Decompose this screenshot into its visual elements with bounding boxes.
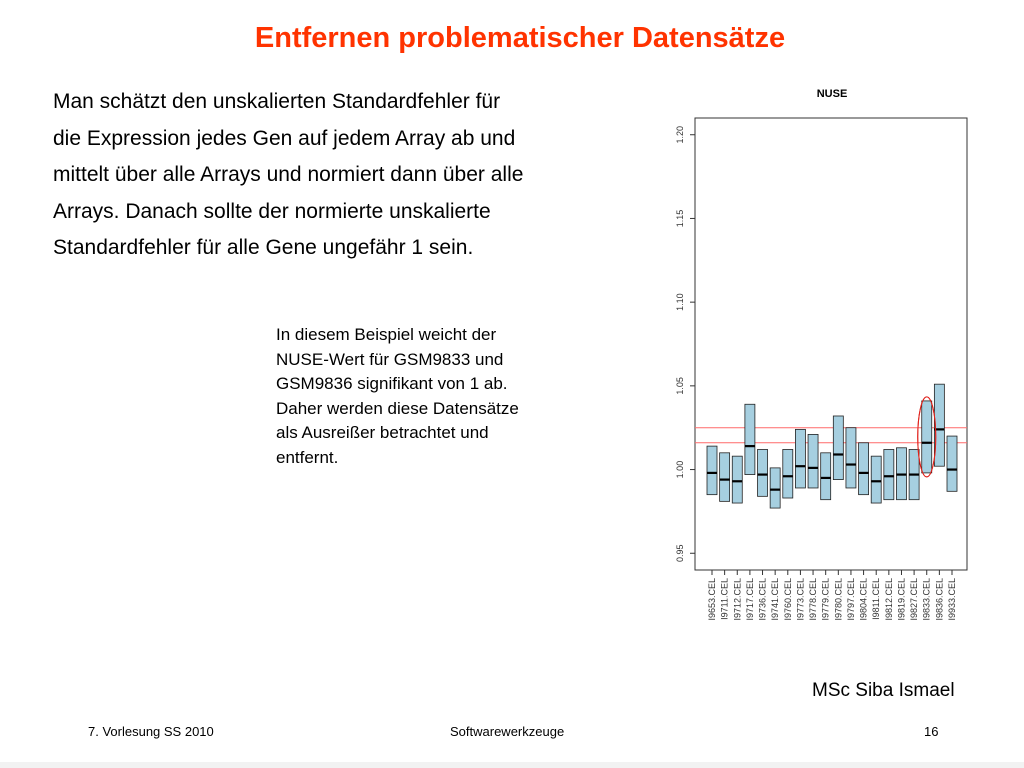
y-tick-label: 0.95 (675, 544, 685, 562)
box (757, 449, 768, 497)
y-tick-label: 1.20 (675, 126, 685, 144)
intro-line: Man schätzt den unskalierten Standardfeh… (53, 90, 501, 113)
box (807, 433, 819, 489)
box (858, 442, 869, 496)
intro-line: Arrays. Danach sollte der normierte unsk… (53, 199, 491, 223)
x-tick-label: I9811.CEL (871, 578, 881, 620)
box (782, 449, 794, 499)
x-tick-label: I9711.CEL (720, 578, 730, 620)
slide-title: Entfernen problematischer Datensätze (254, 22, 786, 54)
x-tick-label: I9780.CEL (833, 578, 843, 621)
x-tick-label: I9717.CEL (745, 578, 755, 621)
intro-paragraph: Man schätzt den unskalierten Standardfeh… (53, 84, 653, 267)
intro-line: Standardfehler für alle Gene ungefähr 1 … (53, 236, 474, 259)
box (870, 455, 882, 504)
callout-paragraph: In diesem Beispiel weicht der NUSE-Wert … (276, 323, 636, 470)
y-tick-label: 1.15 (675, 210, 685, 228)
callout-line: als Ausreißer betrachtet und (276, 423, 489, 442)
x-tick-label: I9836.CEL (934, 578, 944, 621)
x-tick-label: I9827.CEL (909, 578, 919, 621)
x-tick-label: I9760.CEL (783, 578, 793, 621)
box-series (706, 383, 958, 509)
callout-line: GSM9836 signifikant von 1 ab. (276, 374, 508, 393)
box (845, 427, 857, 489)
box (946, 435, 958, 492)
footer-lecture: 7. Vorlesung SS 2010 (88, 724, 214, 739)
plot-frame (694, 117, 968, 571)
callout-line: NUSE-Wert für GSM9833 und (276, 349, 504, 369)
callout-line: entfernt. (276, 447, 339, 467)
y-tick-label: 1.05 (675, 377, 685, 395)
box (719, 452, 731, 502)
box (706, 445, 718, 496)
intro-line: mittelt über alle Arrays und normiert da… (53, 163, 524, 186)
x-tick-label: I9712.CEL (732, 578, 742, 621)
x-tick-label: I9773.CEL (795, 578, 805, 621)
nuse-boxplot: NUSE 0.951.001.051.101.151.20 I9653.CEL I… (675, 88, 968, 621)
callout-line: In diesem Beispiel weicht der (276, 325, 497, 344)
box (820, 452, 832, 501)
x-tick-label: I9741.CEL (770, 578, 780, 621)
box (744, 403, 756, 475)
box (795, 428, 806, 489)
y-tick-label: 1.00 (675, 461, 685, 479)
x-tick-label: I9933.CEL (947, 578, 957, 621)
y-axis: 0.95 1.00 1.05 1.10 1.15 1.20 (675, 126, 695, 562)
footer-course: Softwarewerkzeuge (450, 724, 565, 739)
box (933, 383, 945, 467)
footer-divider (0, 762, 1024, 768)
x-tick-label: I9804.CEL (859, 578, 869, 621)
x-tick-label: I9819.CEL (896, 578, 906, 621)
callout-line: Daher werden diese Datensätze (276, 398, 519, 418)
x-tick-label: I9833.CEL (922, 578, 932, 621)
x-tick-label: I9812.CEL (884, 578, 894, 621)
outlier-highlight (917, 396, 937, 478)
outlier-highlights (917, 396, 937, 478)
x-tick-label: I9653.CEL (707, 578, 717, 621)
x-tick-label: I9779.CEL (821, 578, 831, 621)
intro-line: die Expression jedes Gen auf jedem Array… (53, 126, 516, 150)
box (731, 455, 743, 504)
x-axis: I9653.CEL I9711.CEL I9712.CEL I9717.CEL I973… (707, 570, 957, 621)
x-tick-label: I9778.CEL (808, 578, 818, 621)
box (883, 449, 895, 501)
x-tick-label: I9797.CEL (846, 578, 856, 621)
y-tick-label: 1.10 (675, 293, 685, 311)
author-name: MSc Siba Ismael (812, 680, 955, 701)
box (921, 400, 933, 474)
footer-page-number: 16 (924, 724, 939, 739)
box (769, 467, 781, 509)
x-tick-label: I9736.CEL (758, 578, 768, 621)
box (832, 415, 844, 481)
chart-title: NUSE (817, 88, 848, 100)
